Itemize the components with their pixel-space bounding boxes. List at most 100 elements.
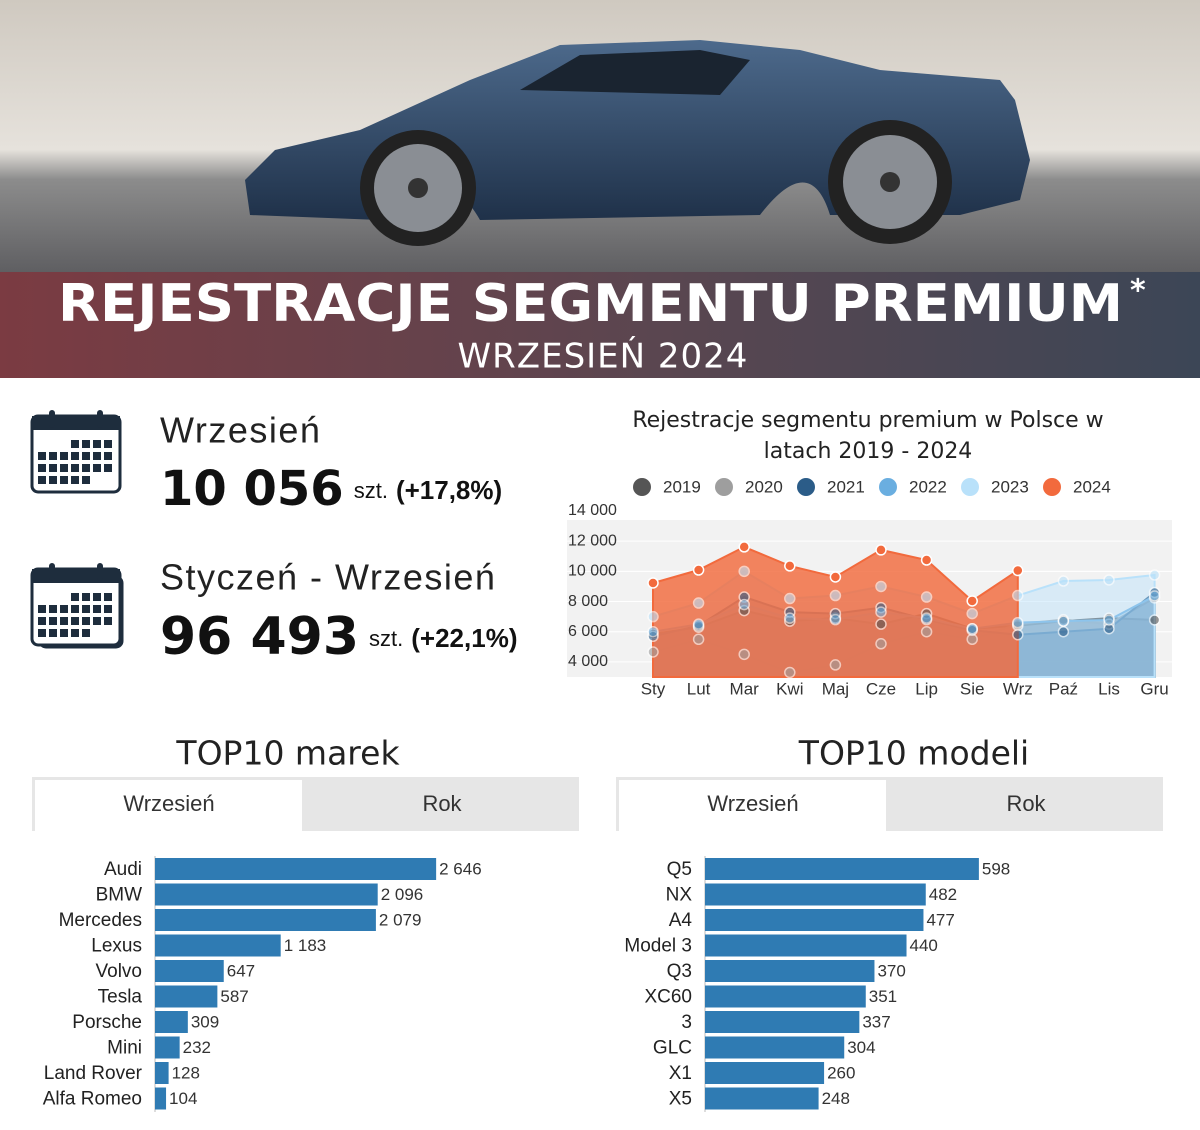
bar bbox=[705, 1087, 819, 1110]
icon-day bbox=[71, 617, 79, 625]
icon-day bbox=[82, 605, 90, 613]
stat-unit: szt. bbox=[354, 478, 388, 503]
legend-label: 2024 bbox=[1073, 477, 1111, 496]
value-label: 587 bbox=[220, 987, 248, 1006]
stat-change: (+22,1%) bbox=[411, 623, 517, 653]
y-tick-label: 4 000 bbox=[568, 653, 608, 670]
category-label: Tesla bbox=[98, 987, 143, 1008]
icon-day bbox=[82, 593, 90, 601]
bar bbox=[705, 960, 875, 982]
marker bbox=[1148, 590, 1161, 602]
marker bbox=[966, 607, 978, 620]
category-label: Mini bbox=[107, 1038, 142, 1059]
value-label: 309 bbox=[191, 1012, 219, 1031]
marker bbox=[692, 564, 705, 576]
title-band bbox=[0, 272, 1200, 378]
icon-day bbox=[49, 605, 57, 613]
marker bbox=[966, 622, 978, 635]
bar bbox=[155, 858, 437, 880]
marker bbox=[738, 565, 750, 578]
bar bbox=[705, 909, 924, 931]
title-mark: * bbox=[1130, 274, 1146, 309]
bar bbox=[155, 1087, 167, 1110]
marker bbox=[647, 577, 659, 589]
category-label: X1 bbox=[669, 1063, 692, 1084]
icon-day bbox=[49, 617, 57, 625]
value-label: 1 183 bbox=[284, 936, 327, 955]
icon-day bbox=[93, 605, 101, 613]
bar-chart-title: TOP10 marek bbox=[175, 734, 400, 773]
legend-swatch bbox=[797, 478, 815, 496]
icon-day bbox=[38, 476, 46, 484]
value-label: 482 bbox=[929, 885, 957, 904]
icon-day bbox=[93, 440, 101, 448]
marker bbox=[647, 646, 659, 658]
marker bbox=[829, 589, 842, 602]
category-label: Alfa Romeo bbox=[43, 1089, 142, 1110]
icon-day bbox=[60, 629, 68, 637]
stat-line: 10 056 szt. (+17,8%) bbox=[160, 461, 502, 517]
icon-day bbox=[49, 476, 57, 484]
x-tick-label: Gru bbox=[1140, 679, 1168, 698]
icon-day bbox=[71, 629, 79, 637]
stat-unit: szt. bbox=[369, 626, 403, 651]
legend-label: 2021 bbox=[827, 477, 865, 496]
legend-swatch bbox=[1043, 478, 1061, 496]
tab-label[interactable]: Wrzesień bbox=[123, 791, 214, 816]
y-tick-label: 6 000 bbox=[568, 623, 608, 640]
subtitle: WRZESIEŃ 2024 bbox=[458, 336, 749, 377]
value-label: 104 bbox=[169, 1089, 197, 1108]
category-label: A4 bbox=[669, 910, 693, 931]
value-label: 2 079 bbox=[379, 910, 422, 929]
icon-day bbox=[104, 464, 112, 472]
value-label: 440 bbox=[910, 936, 938, 955]
icon-top bbox=[32, 569, 120, 583]
marker bbox=[920, 554, 933, 566]
value-label: 304 bbox=[847, 1038, 875, 1057]
marker bbox=[692, 618, 705, 630]
x-tick-label: Paź bbox=[1049, 679, 1078, 698]
bar bbox=[705, 934, 907, 957]
legend-label: 2020 bbox=[745, 477, 783, 496]
value-label: 351 bbox=[869, 987, 897, 1006]
icon-ring bbox=[49, 563, 55, 581]
marker bbox=[738, 598, 750, 611]
bar bbox=[155, 909, 376, 931]
icon-day bbox=[82, 617, 90, 625]
icon-day bbox=[71, 476, 79, 484]
icon-day bbox=[38, 605, 46, 613]
value-label: 2 646 bbox=[439, 859, 482, 878]
icon-day bbox=[38, 617, 46, 625]
marker bbox=[875, 606, 887, 618]
marker bbox=[738, 541, 750, 553]
marker bbox=[1103, 574, 1115, 586]
y-tick-label: 10 000 bbox=[568, 563, 617, 580]
bar bbox=[155, 934, 281, 957]
x-tick-label: Maj bbox=[822, 679, 849, 698]
marker bbox=[1057, 615, 1070, 627]
legend-label: 2023 bbox=[991, 477, 1029, 496]
tab-label[interactable]: Rok bbox=[422, 791, 462, 816]
category-label: Q3 bbox=[667, 961, 692, 982]
value-label: 370 bbox=[877, 961, 905, 980]
line-chart-title: Rejestracje segmentu premium w Polsce w … bbox=[632, 408, 1104, 464]
bar bbox=[155, 1062, 169, 1084]
marker bbox=[875, 638, 887, 650]
category-label: Land Rover bbox=[44, 1063, 143, 1084]
icon-ring bbox=[97, 563, 103, 581]
tab-label[interactable]: Wrzesień bbox=[707, 791, 798, 816]
legend-swatch bbox=[879, 478, 897, 496]
value-label: 598 bbox=[982, 859, 1010, 878]
title: REJESTRACJE SEGMENTU PREMIUM bbox=[58, 274, 1123, 334]
icon-day bbox=[71, 452, 79, 460]
value-label: 128 bbox=[172, 1063, 200, 1082]
icon-day bbox=[104, 593, 112, 601]
category-label: GLC bbox=[653, 1038, 692, 1059]
tab-label[interactable]: Rok bbox=[1006, 791, 1046, 816]
marker bbox=[1148, 569, 1161, 581]
icon-day bbox=[49, 452, 57, 460]
line-chart-title-box: Rejestracje segmentu premium w Polsce w … bbox=[632, 408, 1104, 464]
icon-day bbox=[60, 464, 68, 472]
bar bbox=[155, 1011, 188, 1033]
